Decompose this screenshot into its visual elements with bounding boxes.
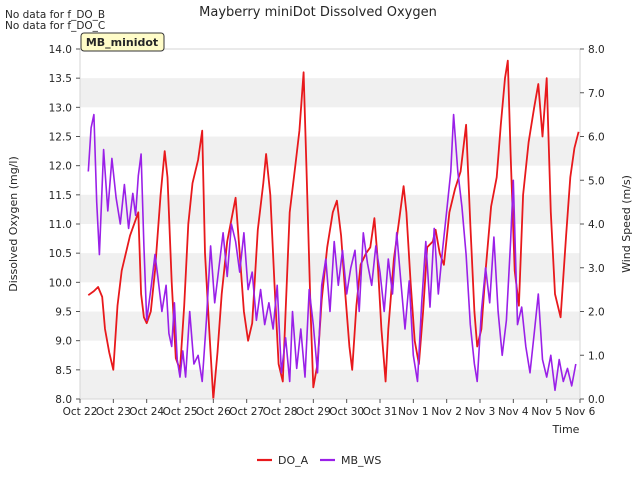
left-axis-ticks: 8.0 8.5 9.0 9.5 10.0 10.5 11.0 11.5 12.0 12.5 13.0… [49,44,80,406]
right-tick-label: 1.0 [588,350,605,362]
left-tick-label: 11.5 [49,190,72,202]
right-tick-label: 8.0 [588,44,605,56]
grid-band [80,311,580,341]
right-tick-label: 6.0 [588,132,605,144]
no-data-note-b: No data for f_DO_B [5,9,105,21]
left-tick-label: 10.5 [49,248,72,260]
grid-band [80,136,580,166]
x-tick-label: Nov 6 [565,406,596,418]
left-axis-label: Dissolved Oxygen (mg/l) [7,156,20,291]
x-tick-label: Oct 23 [96,406,131,418]
left-tick-label: 9.0 [55,336,72,348]
x-axis-label: Time [552,423,580,436]
no-data-note-c: No data for f_DO_C [5,20,105,32]
right-tick-label: 7.0 [588,88,605,100]
x-tick-label: Nov 4 [498,406,529,418]
left-tick-label: 8.0 [55,394,72,406]
background-bands [80,49,580,399]
grid-band [80,369,580,399]
legend-label-mb-ws: MB_WS [341,454,381,467]
left-tick-label: 12.0 [49,161,72,173]
site-badge-box [80,32,165,52]
series-line-do-a [87,59,580,400]
series-layer [87,59,580,400]
left-tick-label: 14.0 [49,44,72,56]
x-tick-label: Oct 29 [296,406,331,418]
right-tick-label: 4.0 [588,219,605,231]
left-tick-label: 11.0 [49,219,72,231]
x-tick-label: Nov 1 [398,406,429,418]
right-axis-label: Wind Speed (m/s) [620,175,633,273]
left-tick-label: 8.5 [55,365,72,377]
site-badge: MB_minidot [80,32,165,52]
left-tick-label: 10.0 [49,277,72,289]
x-tick-label: Oct 30 [329,406,364,418]
left-tick-label: 12.5 [49,132,72,144]
grid-band [80,194,580,224]
right-tick-label: 2.0 [588,307,605,319]
grid-band [80,78,580,108]
legend-label-do-a: DO_A [278,454,309,467]
legend: DO_A MB_WS [257,454,381,467]
x-tick-label: Oct 31 [363,406,398,418]
x-tick-label: Oct 24 [129,406,164,418]
x-tick-label: Oct 22 [63,406,98,418]
right-tick-label: 5.0 [588,175,605,187]
x-tick-label: Nov 5 [531,406,562,418]
left-tick-label: 13.5 [49,73,72,85]
right-axis-ticks: 0.0 1.0 2.0 3.0 4.0 5.0 6.0 7.0 8.0 [580,44,605,406]
x-tick-label: Nov 3 [465,406,496,418]
x-tick-label: Oct 26 [196,406,231,418]
right-tick-label: 0.0 [588,394,605,406]
x-tick-label: Nov 2 [431,406,462,418]
chart-title: Mayberry miniDot Dissolved Oxygen [199,5,437,20]
x-tick-label: Oct 25 [163,406,198,418]
series-line-mb-ws [87,113,577,392]
x-tick-label: Oct 28 [263,406,298,418]
x-tick-label: Oct 27 [229,406,264,418]
left-tick-label: 9.5 [55,307,72,319]
site-badge-label: MB_minidot [86,36,158,49]
left-tick-label: 13.0 [49,102,72,114]
right-tick-label: 3.0 [588,263,605,275]
